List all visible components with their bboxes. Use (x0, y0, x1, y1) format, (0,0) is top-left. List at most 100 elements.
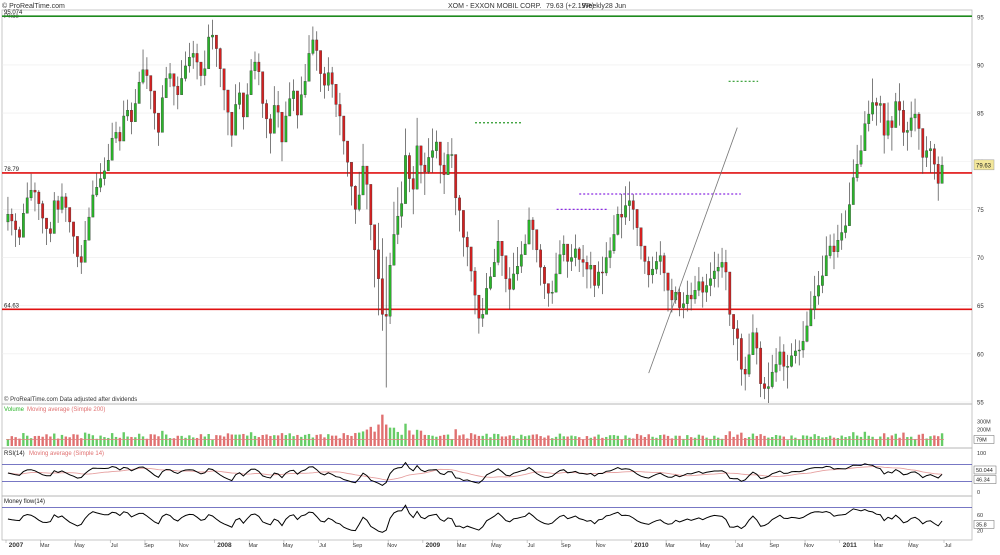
x-tick-label: May (74, 543, 85, 549)
candle-body (878, 103, 882, 106)
candle-body (222, 68, 226, 91)
volume-bar (481, 435, 484, 446)
volume-bar (107, 437, 110, 446)
candle-body (14, 220, 18, 230)
candle-body (195, 53, 199, 63)
candle-body (539, 249, 542, 268)
volume-bar (365, 429, 369, 446)
candle-body (296, 90, 299, 116)
candle-body (670, 290, 674, 301)
volume-bar (624, 435, 627, 446)
volume-current-tag (973, 435, 995, 444)
volume-bar (724, 435, 728, 446)
rsi-ma-line (7, 466, 943, 481)
x-tick-label: Mar (874, 543, 884, 549)
candle-body (709, 278, 712, 286)
volume-bar (195, 437, 199, 446)
candle-body (276, 105, 280, 113)
candle-body (778, 351, 782, 365)
current-price-tag (973, 159, 995, 171)
candle-body (739, 338, 743, 370)
candle-body (110, 137, 114, 161)
volume-bar (377, 424, 380, 446)
candle-body (817, 285, 820, 297)
y-tick-label: 55 (977, 401, 984, 407)
volume-bar (593, 436, 596, 446)
candle-body (705, 285, 708, 293)
volume-bar (87, 433, 91, 446)
candle-body (346, 140, 349, 163)
volume-bar (647, 434, 650, 446)
volume-bar (620, 439, 623, 446)
candle-body (176, 85, 180, 95)
volume-bar (547, 435, 550, 446)
candle-body (157, 112, 160, 133)
volume-bar (859, 436, 863, 446)
mfi-current-tag (973, 520, 995, 529)
volume-bar (574, 436, 577, 446)
volume-bar (45, 434, 48, 446)
candle-body (87, 216, 91, 241)
volume-bar (875, 439, 878, 446)
candle-body (307, 53, 311, 82)
volume-bar (500, 436, 504, 446)
candle-body (450, 154, 454, 156)
x-tick-label: Sep (144, 543, 154, 549)
volume-bar (157, 436, 160, 446)
volume-tick-label: 200M (977, 428, 991, 434)
candle-body (299, 94, 303, 116)
volume-bar (516, 438, 519, 446)
candle-body (79, 256, 83, 263)
candle-body (848, 204, 851, 226)
volume-bar (145, 438, 149, 446)
volume-bar (871, 436, 874, 446)
candle-body (747, 354, 751, 375)
volume-bar (817, 435, 820, 446)
candle-body (932, 148, 936, 165)
candle-body (284, 115, 288, 143)
x-tick-label: 2007 (9, 542, 24, 549)
mfi-panel-frame (1, 495, 973, 541)
candle-body (782, 351, 786, 367)
volume-bar (458, 435, 461, 446)
volume-bar (554, 436, 558, 446)
volume-bar (72, 434, 75, 446)
candle-body (566, 243, 570, 262)
volume-bar (755, 435, 758, 446)
volume-bar (149, 434, 152, 446)
candle-body (369, 184, 373, 225)
candle-body (585, 262, 589, 270)
candle-body (766, 386, 770, 389)
volume-bar (493, 433, 496, 446)
x-tick-label: 2010 (634, 542, 649, 549)
candle-body (728, 271, 732, 315)
candle-body (462, 210, 465, 238)
volume-bar (442, 434, 446, 446)
volume-bar (315, 434, 318, 446)
x-tick-label: 2011 (843, 542, 857, 549)
candle-body (693, 290, 697, 300)
volume-bar (890, 435, 894, 446)
candle-body (95, 187, 99, 196)
candle-body (504, 255, 508, 279)
volume-bar (126, 436, 129, 446)
volume-bar (697, 434, 701, 446)
volume-current-label: 79M (976, 437, 987, 443)
volume-bar (805, 435, 809, 446)
candle-body (242, 92, 245, 118)
candle-body (481, 314, 485, 319)
candle-body (203, 68, 207, 76)
volume-bar (207, 434, 210, 446)
candle-body (516, 266, 519, 275)
candle-body (492, 262, 496, 277)
volume-bar (118, 437, 122, 446)
volume-bar (848, 436, 851, 446)
candle-body (211, 34, 214, 38)
candle-body (303, 81, 307, 95)
y-tick-label: 85 (977, 112, 984, 118)
candle-body (689, 294, 693, 300)
volume-bar (130, 436, 133, 446)
rsi-value-label: 50.044 (976, 468, 993, 474)
volume-bar (701, 435, 704, 446)
candle-body (68, 207, 72, 223)
